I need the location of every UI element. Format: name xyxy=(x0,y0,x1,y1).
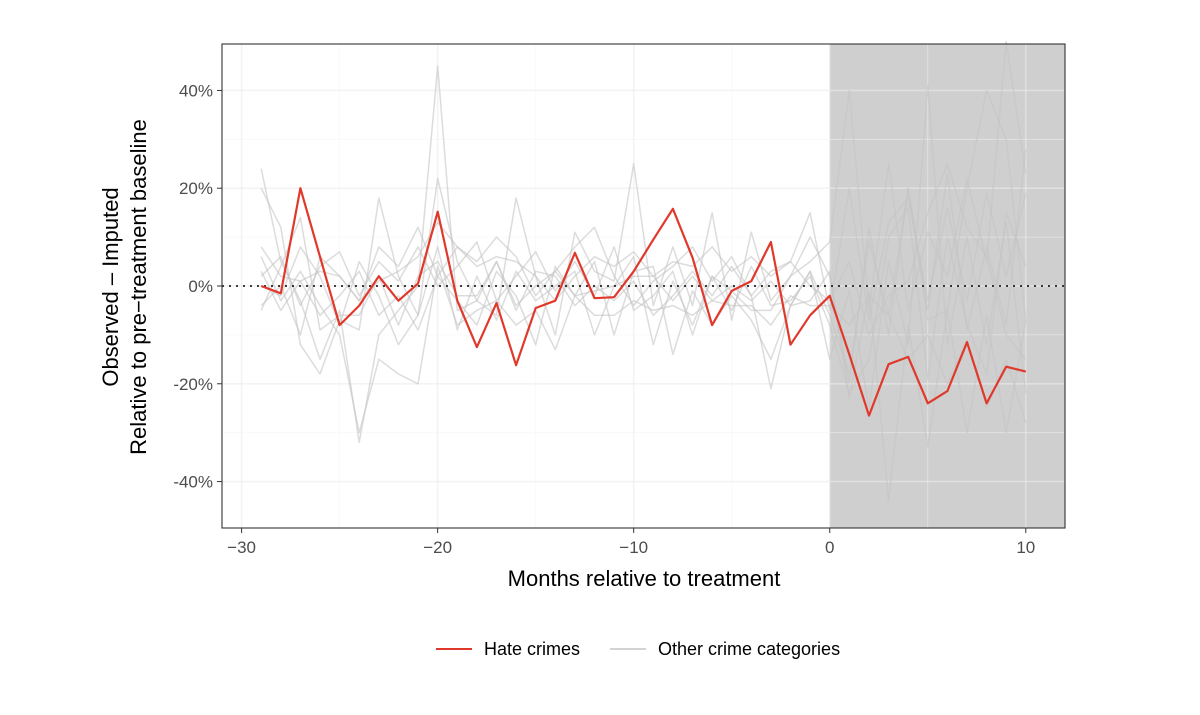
x-tick-label: −30 xyxy=(227,538,256,557)
other-series-line-7 xyxy=(260,84,1027,409)
other-series-line-4 xyxy=(260,256,1027,434)
x-tick-label: 0 xyxy=(825,538,834,557)
y-tick-label: 40% xyxy=(179,81,213,100)
other-series-line-3 xyxy=(260,149,1027,375)
other-series-line-5 xyxy=(260,187,1027,321)
other-series-line-2 xyxy=(260,40,1027,375)
other-series-group xyxy=(260,40,1027,502)
other-series-line-9 xyxy=(260,163,1027,360)
x-tick-label: −10 xyxy=(619,538,648,557)
legend: Hate crimes Other crime categories xyxy=(436,639,840,659)
hate-series-group xyxy=(260,187,1027,417)
y-axis-ticks: -40% -20% 0% 20% 40% xyxy=(173,81,222,492)
legend-label-hate: Hate crimes xyxy=(484,639,580,659)
y-tick-label: 20% xyxy=(179,179,213,198)
y-axis-title-line1: Observed – Imputed xyxy=(98,187,123,386)
y-axis-title-line2: Relative to pre−treatment baseline xyxy=(126,119,151,455)
y-tick-label: -20% xyxy=(173,375,213,394)
hate-crimes-line xyxy=(260,187,1027,417)
x-tick-label: −20 xyxy=(423,538,452,557)
other-series-line-8 xyxy=(260,89,1027,385)
x-tick-label: 10 xyxy=(1016,538,1035,557)
x-axis-title: Months relative to treatment xyxy=(508,566,781,591)
y-tick-label: -40% xyxy=(173,473,213,492)
legend-label-other: Other crime categories xyxy=(658,639,840,659)
x-axis-ticks: −30 −20 −10 0 10 xyxy=(227,528,1035,557)
y-tick-label: 0% xyxy=(188,277,213,296)
